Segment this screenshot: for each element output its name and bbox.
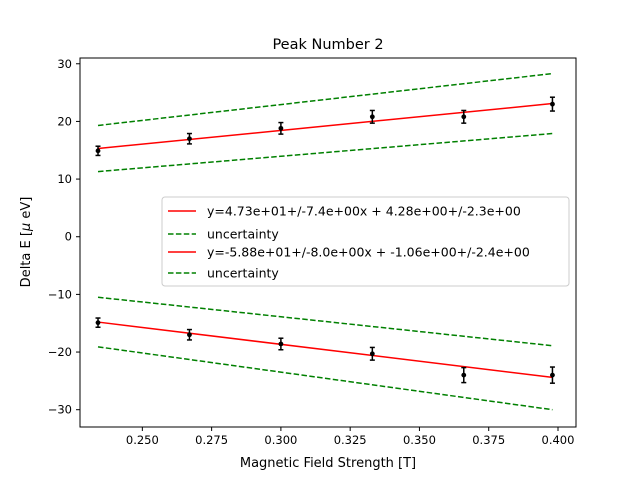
x-axis: 0.250 0.275 0.300 0.325 0.350 0.375 0.400 bbox=[126, 427, 575, 447]
fit-line bbox=[97, 102, 553, 150]
y-axis-label-mu: μ bbox=[19, 223, 34, 232]
data-point bbox=[278, 125, 284, 131]
data-point bbox=[461, 372, 467, 378]
uncertainty-line bbox=[97, 132, 553, 173]
y-axis-label: Delta E [μ eV] bbox=[19, 197, 34, 288]
x-tick-label: 0.250 bbox=[126, 433, 159, 447]
y-axis: −30 −20 −10 0 10 20 30 bbox=[48, 57, 80, 417]
x-tick-label: 0.275 bbox=[195, 433, 228, 447]
x-tick-label: 0.400 bbox=[542, 433, 575, 447]
x-tick-label: 0.350 bbox=[403, 433, 436, 447]
legend-label: uncertainty bbox=[207, 227, 279, 242]
y-axis-label-suffix: eV] bbox=[19, 197, 34, 223]
uncertainty-line bbox=[97, 296, 553, 347]
legend-label: y=-5.88e+01+/-8.0e+00x + -1.06e+00+/-2.4… bbox=[207, 245, 530, 260]
legend-box bbox=[161, 196, 570, 287]
y-tick-label: 20 bbox=[57, 114, 72, 128]
data-point bbox=[95, 320, 101, 326]
data-point bbox=[461, 114, 467, 120]
y-tick-label: 30 bbox=[57, 57, 72, 71]
x-tick-label: 0.300 bbox=[264, 433, 297, 447]
data-point bbox=[95, 148, 101, 154]
data-point bbox=[550, 372, 555, 378]
y-axis-label-prefix: Delta E [ bbox=[19, 231, 34, 287]
legend-label: y=4.73e+01+/-7.4e+00x + 4.28e+00+/-2.3e+… bbox=[207, 204, 521, 219]
legend: y=4.73e+01+/-7.4e+00x + 4.28e+00+/-2.3e+… bbox=[161, 196, 570, 287]
data-point bbox=[187, 136, 192, 142]
plot-area bbox=[79, 57, 577, 428]
y-tick-label: −20 bbox=[48, 345, 72, 359]
x-tick-label: 0.375 bbox=[472, 433, 505, 447]
legend-label: uncertainty bbox=[207, 266, 279, 281]
axes-frame bbox=[79, 57, 577, 428]
data-point bbox=[369, 114, 375, 120]
data-point bbox=[369, 351, 375, 357]
series-layer bbox=[95, 72, 555, 411]
y-tick-label: −30 bbox=[48, 403, 72, 417]
fit-line bbox=[97, 321, 553, 379]
y-tick-label: 0 bbox=[65, 230, 72, 244]
chart-title: Peak Number 2 bbox=[272, 37, 383, 53]
x-axis-label: Magnetic Field Strength [T] bbox=[240, 456, 416, 471]
y-tick-label: 10 bbox=[57, 172, 72, 186]
uncertainty-line bbox=[97, 346, 553, 411]
y-tick-label: −10 bbox=[48, 287, 72, 301]
data-point bbox=[550, 101, 555, 107]
data-point bbox=[278, 341, 284, 347]
uncertainty-line bbox=[97, 72, 553, 127]
data-point bbox=[187, 332, 192, 338]
x-tick-label: 0.325 bbox=[334, 433, 367, 447]
